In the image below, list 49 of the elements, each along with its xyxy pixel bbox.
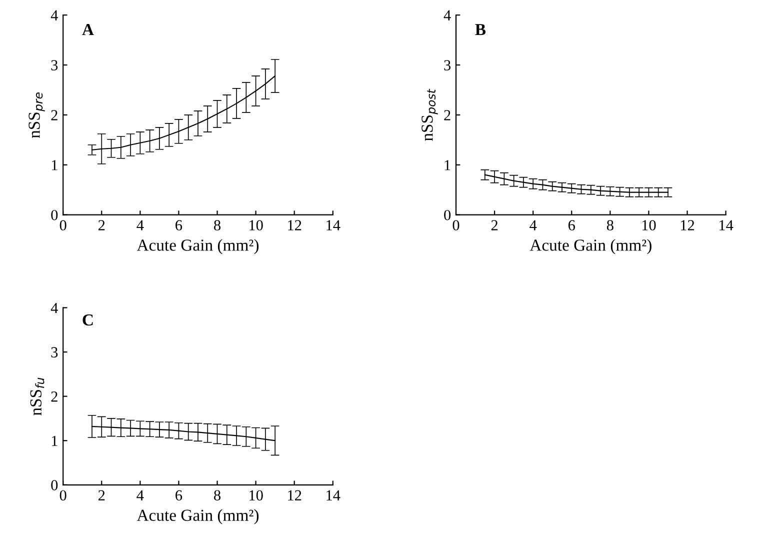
x-tick-label: 2	[491, 220, 498, 230]
y-tick-label: 4	[50, 10, 58, 20]
x-axis-title: Acute Gain (mm²)	[530, 239, 652, 254]
chart-title: C	[82, 314, 93, 326]
y-tick-label: 1	[52, 436, 58, 446]
x-tick-label: 10	[250, 220, 263, 230]
x-tick-label: 0	[60, 490, 66, 501]
x-tick-label: 12	[288, 490, 302, 500]
x-tick-label: 14	[326, 490, 340, 500]
x-tick-label: 6	[568, 220, 575, 230]
x-tick-label: 4	[136, 220, 144, 230]
chart-title: A	[82, 24, 94, 36]
x-tick-label: 8	[214, 220, 220, 230]
x-tick-label: 10	[642, 220, 656, 230]
y-tick-label: 4	[50, 302, 58, 313]
x-tick-label: 8	[214, 490, 220, 501]
y-tick-label: 3	[51, 60, 58, 70]
y-tick-label: 2	[51, 110, 58, 120]
x-tick-label: 10	[250, 490, 263, 501]
chart-title: B	[475, 24, 486, 36]
x-tick-label: 14	[326, 220, 340, 230]
y-axis-title: nSS$_{pre}$	[28, 92, 45, 138]
y-tick-label: 0	[51, 210, 58, 220]
x-tick-label: 4	[530, 220, 537, 230]
y-tick-label: 2	[444, 110, 450, 120]
x-axis-title: Acute Gain (mm²)	[136, 239, 259, 254]
line-series	[484, 174, 669, 193]
x-tick-label: 0	[452, 220, 460, 230]
y-tick-label: 4	[444, 10, 451, 20]
x-tick-label: 0	[60, 220, 66, 230]
y-tick-label: 2	[51, 391, 58, 402]
y-tick-label: 3	[51, 347, 58, 358]
x-tick-label: 4	[136, 490, 144, 500]
x-tick-label: 2	[98, 220, 105, 230]
x-tick-label: 12	[680, 220, 694, 230]
y-tick-label: 1	[444, 160, 450, 170]
x-tick-label: 6	[176, 220, 182, 230]
x-tick-label: 6	[176, 490, 182, 501]
y-tick-label: 0	[444, 210, 451, 220]
x-axis-title: Acute Gain (mm²)	[136, 509, 259, 524]
y-tick-label: 0	[51, 480, 58, 490]
y-tick-label: 3	[444, 60, 451, 70]
x-tick-label: 8	[606, 220, 614, 230]
x-tick-label: 12	[288, 220, 302, 230]
y-tick-label: 1	[52, 160, 58, 170]
x-tick-label: 2	[98, 490, 105, 500]
y-axis-title: nSS$_{fu}$	[30, 378, 44, 416]
x-tick-label: 14	[720, 220, 734, 230]
y-axis-title: nSS$_{post}$	[422, 88, 438, 141]
